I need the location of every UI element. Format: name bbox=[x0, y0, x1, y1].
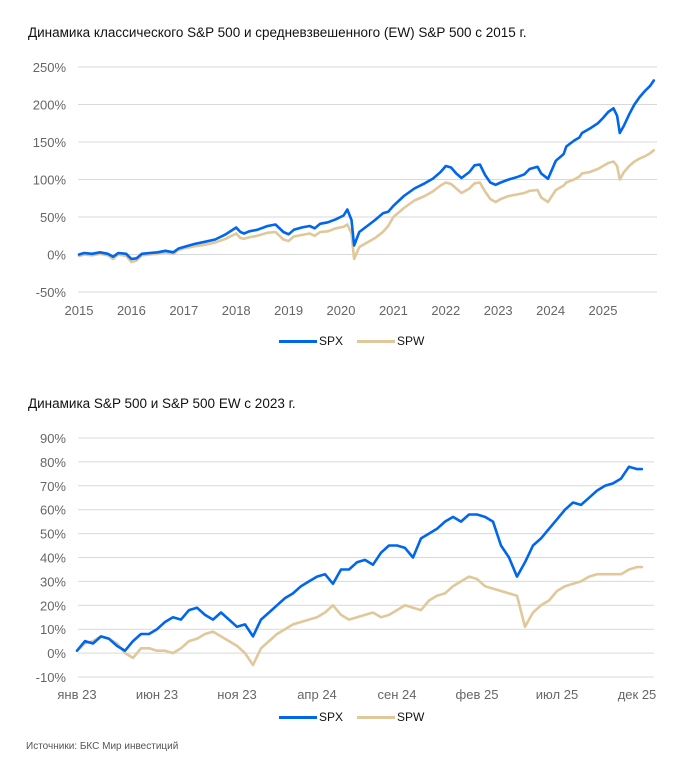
x-tick-label: 2023 bbox=[484, 303, 513, 318]
x-tick-label: янв 23 bbox=[57, 687, 96, 702]
y-tick-label: -50% bbox=[36, 285, 67, 300]
x-tick-label: апр 24 bbox=[297, 687, 337, 702]
source-note: Источники: БКС Мир инвестиций bbox=[26, 741, 179, 752]
y-tick-label: 80% bbox=[40, 455, 66, 470]
x-tick-label: 2017 bbox=[169, 303, 198, 318]
y-tick-label: 150% bbox=[33, 135, 67, 150]
legend-swatch-spx bbox=[279, 339, 317, 343]
x-tick-label: ноя 23 bbox=[217, 687, 257, 702]
y-tick-label: 50% bbox=[40, 210, 66, 225]
legend-item-spx: SPX bbox=[279, 334, 343, 348]
series-line-spx bbox=[77, 79, 656, 261]
x-tick-label: 2016 bbox=[117, 303, 146, 318]
chart2-svg: 90% 80% 70% 60% 50% 40% 30% 20% 10% 0% -10% янв 23 и… bbox=[36, 431, 657, 702]
legend-item-spw: SPW bbox=[357, 334, 424, 348]
series-line-spx bbox=[75, 465, 644, 652]
y-tick-label: 50% bbox=[40, 527, 66, 542]
legend-item-spw: SPW bbox=[357, 710, 424, 724]
chart2-title: Динамика S&P 500 и S&P 500 EW с 2023 г. bbox=[28, 396, 296, 411]
legend-swatch-spw bbox=[357, 339, 396, 343]
x-tick-label: июл 25 bbox=[536, 687, 578, 702]
y-tick-label: 20% bbox=[40, 598, 66, 613]
y-tick-label: 70% bbox=[40, 479, 66, 494]
legend-label-spx: SPX bbox=[319, 710, 344, 724]
x-tick-label: 2022 bbox=[431, 303, 460, 318]
chart1-svg: 250% 200% 150% 100% 50% 0% -50% 2015 2016 2017 201… bbox=[33, 60, 657, 318]
legend-swatch-spw bbox=[357, 715, 396, 719]
y-tick-label: 0% bbox=[47, 646, 66, 661]
y-tick-label: 90% bbox=[40, 431, 66, 446]
y-tick-label: -10% bbox=[36, 670, 67, 685]
legend-label-spw: SPW bbox=[397, 334, 425, 348]
x-tick-label: сен 24 bbox=[378, 687, 417, 702]
legend-item-spx: SPX bbox=[279, 710, 343, 724]
x-tick-label: 2018 bbox=[222, 303, 251, 318]
series-line-spw bbox=[75, 565, 644, 667]
x-tick-label: 2015 bbox=[65, 303, 94, 318]
x-tick-label: 2020 bbox=[327, 303, 356, 318]
y-tick-label: 30% bbox=[40, 574, 66, 589]
y-tick-label: 40% bbox=[40, 551, 66, 566]
x-tick-label: фев 25 bbox=[456, 687, 499, 702]
chart2-legend: SPX SPW bbox=[279, 710, 438, 724]
y-tick-label: 250% bbox=[33, 60, 67, 75]
y-tick-label: 100% bbox=[33, 173, 67, 188]
x-tick-label: июн 23 bbox=[136, 687, 178, 702]
chart1-legend: SPX SPW bbox=[279, 334, 438, 348]
y-tick-label: 200% bbox=[33, 98, 67, 113]
x-tick-label: дек 25 bbox=[618, 687, 657, 702]
y-tick-label: 0% bbox=[47, 248, 66, 263]
x-tick-label: 2024 bbox=[536, 303, 565, 318]
chart1-title: Динамика классического S&P 500 и среднев… bbox=[28, 25, 527, 40]
x-tick-label: 2019 bbox=[274, 303, 303, 318]
legend-label-spw: SPW bbox=[397, 710, 425, 724]
x-tick-label: 2025 bbox=[589, 303, 618, 318]
legend-swatch-spx bbox=[279, 715, 317, 719]
legend-label-spx: SPX bbox=[319, 334, 344, 348]
y-tick-label: 60% bbox=[40, 503, 66, 518]
y-tick-label: 10% bbox=[40, 622, 66, 637]
x-tick-label: 2021 bbox=[379, 303, 408, 318]
